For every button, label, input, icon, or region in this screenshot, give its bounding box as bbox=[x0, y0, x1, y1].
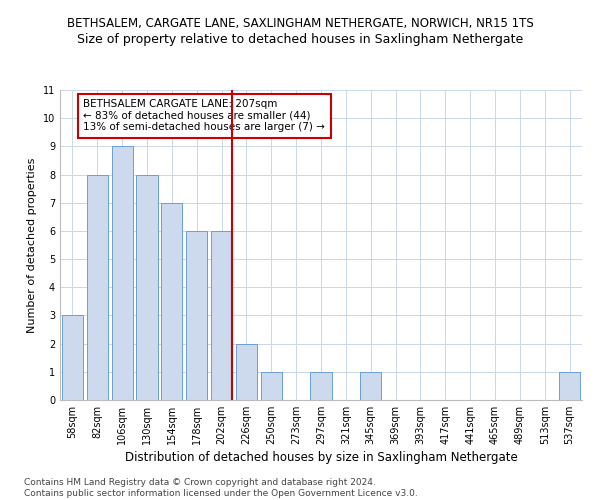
Bar bbox=[161, 202, 182, 400]
Bar bbox=[261, 372, 282, 400]
Text: BETHSALEM CARGATE LANE: 207sqm
← 83% of detached houses are smaller (44)
13% of : BETHSALEM CARGATE LANE: 207sqm ← 83% of … bbox=[83, 100, 325, 132]
Text: BETHSALEM, CARGATE LANE, SAXLINGHAM NETHERGATE, NORWICH, NR15 1TS: BETHSALEM, CARGATE LANE, SAXLINGHAM NETH… bbox=[67, 18, 533, 30]
Bar bbox=[186, 231, 207, 400]
Bar bbox=[559, 372, 580, 400]
Bar bbox=[62, 316, 83, 400]
Bar bbox=[136, 174, 158, 400]
Bar bbox=[112, 146, 133, 400]
Y-axis label: Number of detached properties: Number of detached properties bbox=[28, 158, 37, 332]
Bar bbox=[87, 174, 108, 400]
Text: Contains HM Land Registry data © Crown copyright and database right 2024.
Contai: Contains HM Land Registry data © Crown c… bbox=[24, 478, 418, 498]
Bar bbox=[310, 372, 332, 400]
Bar bbox=[360, 372, 381, 400]
Bar bbox=[236, 344, 257, 400]
Text: Size of property relative to detached houses in Saxlingham Nethergate: Size of property relative to detached ho… bbox=[77, 32, 523, 46]
X-axis label: Distribution of detached houses by size in Saxlingham Nethergate: Distribution of detached houses by size … bbox=[125, 451, 517, 464]
Bar bbox=[211, 231, 232, 400]
